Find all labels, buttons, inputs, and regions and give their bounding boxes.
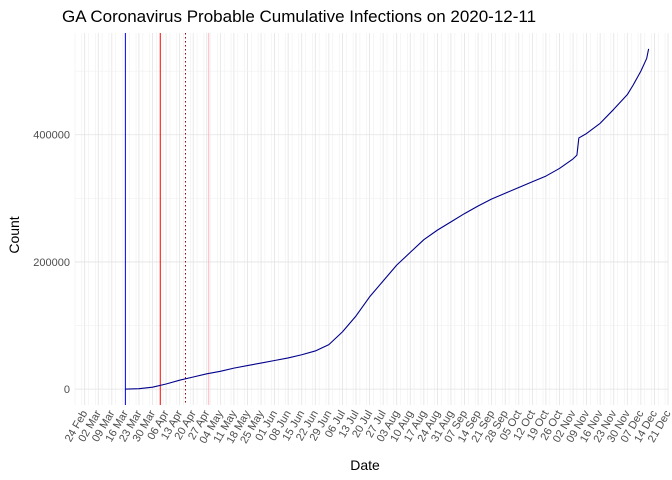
grid-lines [74, 33, 669, 405]
y-axis: 0 200000 400000 [33, 130, 70, 396]
reference-lines [124, 33, 210, 405]
y-tick-label: 400000 [33, 130, 70, 142]
y-tick-label: 200000 [33, 257, 70, 269]
series-layer [125, 48, 650, 390]
chart-title: GA Coronavirus Probable Cumulative Infec… [62, 7, 536, 26]
series-line [125, 48, 650, 390]
y-tick-label: 0 [64, 384, 70, 396]
x-axis-title: Date [350, 457, 380, 473]
y-axis-title: Count [6, 216, 22, 253]
